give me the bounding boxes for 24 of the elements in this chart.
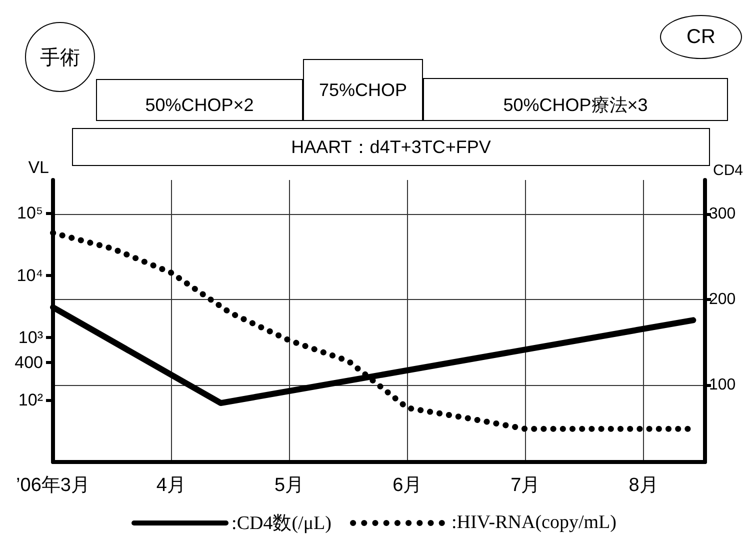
text-box: 50%CHOP療法×3 — [423, 78, 728, 121]
x-tick-label: 7月 — [510, 475, 540, 496]
legend-label: :HIV-RNA(copy/mL) — [451, 512, 616, 534]
y-tick-label: 10³ — [18, 328, 44, 348]
x-tick-label: 6月 — [392, 475, 422, 496]
x-tick-label: 8月 — [628, 475, 658, 496]
y-tick-label: 400 — [14, 352, 43, 372]
y-tick-label: 10⁴ — [16, 266, 43, 285]
text-box: 50%CHOP×2 — [96, 79, 303, 121]
text-box: HAART：d4T+3TC+FPV — [72, 128, 710, 166]
circle-outline: 手術 — [25, 22, 95, 92]
text-box: 75%CHOP — [303, 59, 423, 121]
x-tick-label: ’06年3月 — [16, 475, 90, 496]
y2-tick-label: 200 — [708, 291, 736, 308]
y-tick-label: 10² — [18, 390, 44, 410]
legend-label: :CD4数(/μL) — [232, 512, 332, 536]
x-tick-label: 4月 — [156, 475, 186, 496]
y2-tick-label: 300 — [708, 206, 736, 223]
y2-tick-label: 100 — [708, 376, 736, 394]
ellipse-outline: CR — [660, 15, 742, 59]
y2-axis-title: CD4 — [712, 162, 744, 179]
x-tick-label: 5月 — [274, 475, 304, 496]
y-tick-label: 10⁵ — [17, 204, 43, 223]
y-axis-title: VL — [28, 158, 49, 177]
